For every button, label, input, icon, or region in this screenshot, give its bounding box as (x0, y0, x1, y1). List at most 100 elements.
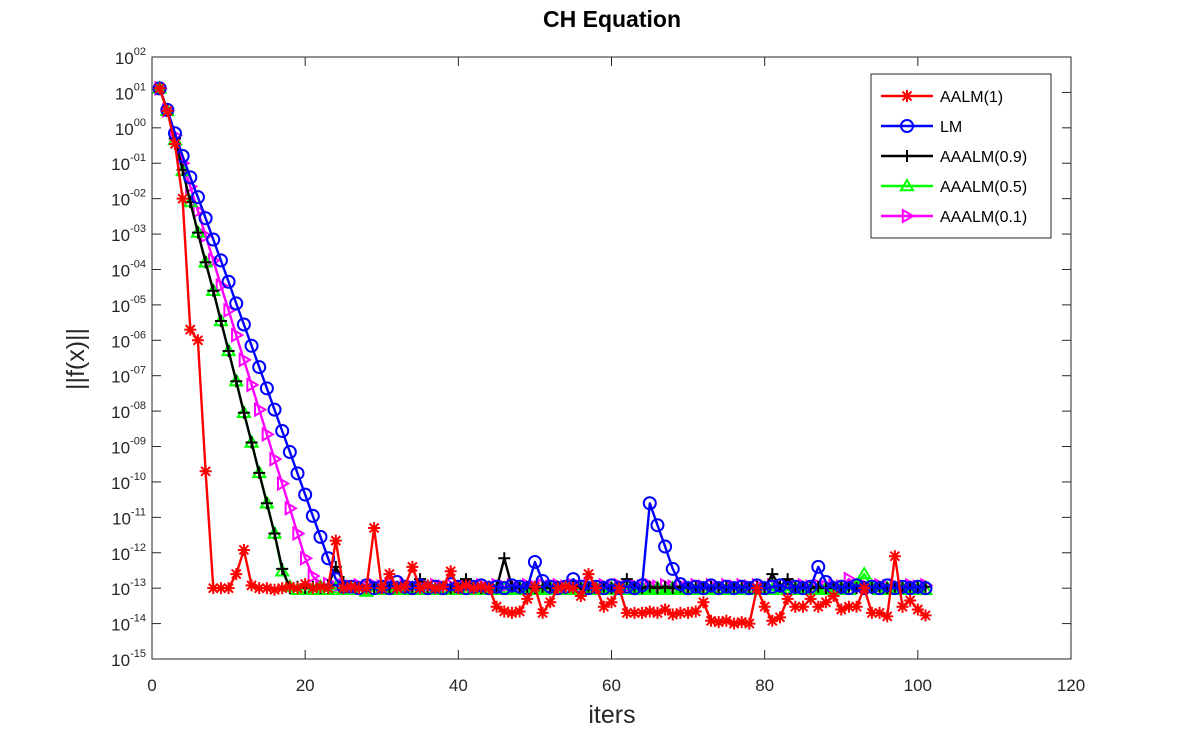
series-layer (152, 80, 934, 630)
data-point (658, 539, 673, 554)
data-point (643, 580, 656, 593)
data-point (773, 611, 786, 624)
data-point (766, 568, 779, 581)
data-point (246, 377, 260, 393)
data-point (504, 578, 519, 593)
data-point (305, 508, 320, 523)
data-point (298, 487, 313, 502)
data-point (544, 596, 557, 609)
data-point (337, 582, 350, 595)
legend-label: AAALM(0.5) (940, 179, 1027, 196)
data-point (865, 606, 878, 619)
data-point (911, 603, 924, 616)
data-point (590, 582, 603, 595)
data-point (254, 401, 268, 418)
data-point (841, 581, 856, 596)
legend-item: AAALM(0.9) (881, 149, 1027, 166)
data-point (268, 583, 281, 596)
data-point (444, 565, 457, 578)
data-point (213, 253, 228, 268)
y-tick-label: 10-13 (111, 577, 146, 599)
y-tick-label: 10-05 (111, 294, 146, 316)
data-point (711, 581, 726, 596)
data-point (183, 170, 198, 185)
series-AALM(1) (153, 82, 932, 630)
data-point (190, 190, 205, 205)
data-point (574, 590, 587, 603)
x-tick-label: 120 (1057, 676, 1085, 695)
data-point (620, 573, 633, 586)
data-point (835, 603, 848, 616)
data-point (383, 568, 396, 581)
data-point (482, 582, 495, 595)
data-point (735, 616, 748, 629)
data-point (513, 605, 526, 618)
x-axis-label: iters (588, 701, 635, 729)
data-point (536, 606, 549, 619)
data-point (666, 608, 679, 621)
data-point (789, 600, 802, 613)
data-point (497, 581, 512, 596)
data-point (314, 580, 327, 593)
data-point (842, 600, 855, 613)
data-point (643, 605, 656, 618)
y-tick-label: 10-03 (111, 223, 146, 245)
data-point (252, 360, 267, 375)
data-point (282, 445, 297, 460)
data-point (850, 600, 863, 613)
data-point (313, 529, 328, 544)
data-point (221, 274, 236, 289)
data-point (704, 578, 719, 593)
data-point (880, 578, 895, 593)
data-point (705, 614, 718, 627)
y-tick-label: 10-10 (111, 471, 146, 493)
data-point (230, 568, 243, 581)
data-point (259, 381, 274, 396)
data-point (888, 550, 901, 563)
data-point (284, 500, 298, 517)
data-point (795, 581, 810, 596)
data-point (651, 582, 664, 595)
data-point (498, 605, 511, 618)
data-point (873, 606, 886, 619)
data-point (168, 137, 181, 150)
data-point (781, 592, 794, 605)
data-point (191, 334, 204, 347)
data-point (904, 594, 917, 607)
y-tick-label: 1002 (115, 46, 146, 68)
data-point (628, 606, 641, 619)
data-point (214, 582, 227, 595)
data-point (728, 617, 741, 630)
data-point (290, 466, 305, 481)
data-point (719, 579, 734, 594)
data-point (199, 256, 212, 269)
data-point (689, 605, 702, 618)
data-point (796, 600, 809, 613)
data-point (299, 550, 314, 566)
data-point (872, 581, 887, 596)
data-point (406, 560, 419, 573)
data-point (559, 580, 572, 593)
y-tick-label: 10-01 (111, 152, 146, 174)
data-point (452, 582, 465, 595)
data-point (743, 617, 756, 630)
legend-label: LM (940, 119, 962, 136)
data-point (253, 466, 266, 479)
data-point (674, 606, 687, 619)
y-tick-label: 10-02 (111, 188, 146, 210)
data-point (636, 606, 649, 619)
data-point (613, 582, 626, 595)
data-point (245, 579, 258, 592)
data-point (751, 582, 764, 595)
data-point (642, 496, 657, 511)
data-point (231, 327, 245, 343)
data-point (222, 582, 235, 595)
data-point (176, 192, 189, 205)
data-point (276, 475, 291, 492)
data-point (237, 543, 250, 556)
data-point (896, 600, 909, 613)
data-point (758, 600, 771, 613)
data-point (414, 582, 427, 595)
data-point (238, 352, 252, 368)
data-point (827, 590, 840, 603)
